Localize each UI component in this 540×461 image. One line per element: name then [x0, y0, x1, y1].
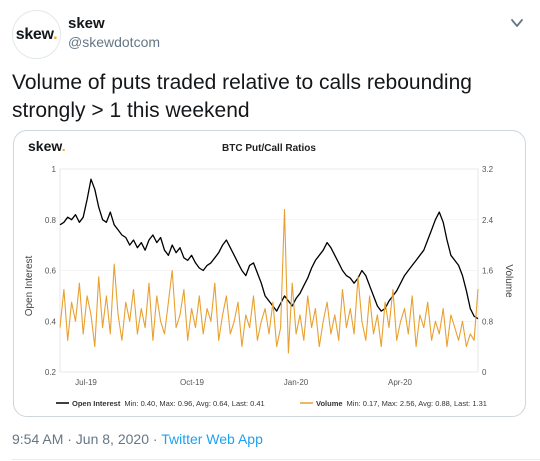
- chevron-down-icon[interactable]: [510, 16, 524, 30]
- tweet-text: Volume of puts traded relative to calls …: [12, 71, 472, 122]
- y-left-tick-label: 0.4: [45, 317, 57, 326]
- meta-separator: ·: [148, 431, 162, 447]
- y-right-tick-label: 1.6: [482, 267, 494, 276]
- x-tick-label: Apr-20: [388, 378, 413, 387]
- x-tick-label: Jan-20: [284, 378, 309, 387]
- y-left-tick-label: 0.2: [45, 368, 57, 377]
- series-line-volume: [59, 209, 479, 354]
- y-right-tick-label: 2.4: [482, 216, 494, 225]
- y-left-tick-label: 0.6: [45, 267, 57, 276]
- tweet-meta: 9:54 AM · Jun 8, 2020 · Twitter Web App: [12, 431, 263, 447]
- author-handle[interactable]: @skewdotcom: [68, 34, 161, 50]
- divider: [12, 459, 540, 460]
- y-right-tick-label: 0.8: [482, 317, 494, 326]
- legend: Open Interest Min: 0.40, Max: 0.96, Avg: …: [56, 399, 487, 408]
- legend-volume-stats: Min: 0.17, Max: 2.56, Avg: 0.88, Last: 1…: [347, 399, 487, 408]
- y-left-tick-label: 0.8: [45, 216, 57, 225]
- tweet-timestamp[interactable]: 9:54 AM · Jun 8, 2020: [12, 431, 149, 447]
- chart-title: BTC Put/Call Ratios: [222, 143, 316, 154]
- legend-volume-name: Volume: [316, 399, 343, 408]
- y-left-tick-label: 1: [52, 165, 57, 174]
- y-right-tick-label: 3.2: [482, 165, 494, 174]
- x-tick-label: Oct-19: [180, 378, 205, 387]
- put-call-chart: skew. BTC Put/Call Ratios Open Interest …: [24, 138, 514, 408]
- chart-image-card[interactable]: skew. BTC Put/Call Ratios Open Interest …: [13, 130, 526, 417]
- avatar-logo: skew.: [15, 25, 58, 43]
- y-axis-right-label: Volume: [503, 264, 514, 298]
- source-app-link[interactable]: Twitter Web App: [161, 431, 263, 447]
- avatar[interactable]: skew.: [12, 10, 61, 59]
- x-tick-label: Jul-19: [75, 378, 97, 387]
- legend-open-interest-stats: Min: 0.40, Max: 0.96, Avg: 0.64, Last: 0…: [124, 399, 264, 408]
- y-right-tick-label: 0: [482, 368, 487, 377]
- series-line-open-interest: [59, 178, 479, 320]
- y-axis-left-label: Open Interest: [24, 255, 35, 316]
- legend-open-interest-name: Open Interest: [72, 399, 121, 408]
- author-name[interactable]: skew: [68, 15, 105, 32]
- chart-brand: skew.: [28, 138, 66, 154]
